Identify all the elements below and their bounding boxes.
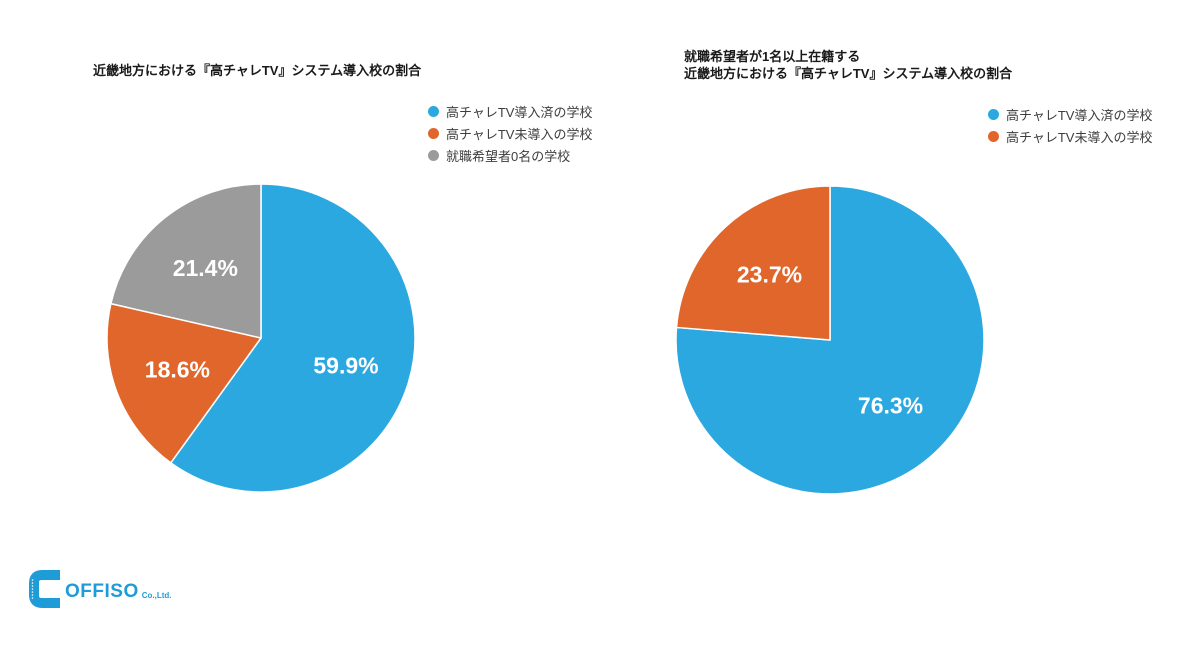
pie-slice: [675, 185, 985, 495]
legend-label: 高チャレTV未導入の学校: [446, 126, 593, 142]
pie-slice: [170, 183, 416, 493]
legend-label: 高チャレTV導入済の学校: [446, 104, 593, 120]
legend-label: 高チャレTV導入済の学校: [1006, 107, 1153, 123]
logo-suffix: Co.,Ltd.: [141, 591, 172, 600]
pie-slice-value-label: 18.6%: [145, 356, 210, 382]
legend-marker-circle: [428, 127, 439, 139]
pie-chart-right: 76.3% 23.7%: [675, 185, 985, 495]
company-logo: OFFISO Co.,Ltd.: [28, 568, 172, 610]
legend-marker-circle: [428, 105, 439, 117]
legend-item: 就職希望者0名の学校: [428, 144, 592, 166]
pie-chart-left: 59.9% 18.6% 21.4%: [106, 183, 416, 493]
legend-label: 高チャレTV未導入の学校: [1006, 129, 1153, 145]
chart-legend-left: 高チャレTV導入済の学校 高チャレTV未導入の学校 就職希望者0名の学校: [428, 100, 592, 166]
legend-item: 高チャレTV導入済の学校: [428, 100, 592, 122]
chart-legend-right: 高チャレTV導入済の学校 高チャレTV未導入の学校: [988, 103, 1152, 147]
logo-text: OFFISO: [65, 581, 139, 602]
pie-slice-value-label: 23.7%: [737, 261, 802, 287]
pie-slice: [675, 185, 831, 341]
legend-item: 高チャレTV導入済の学校: [988, 103, 1152, 125]
logo-mark-microtext-dots: [31, 579, 34, 599]
legend-label: 就職希望者0名の学校: [446, 148, 571, 164]
pie-slice-value-label: 76.3%: [858, 393, 923, 419]
legend-item: 高チャレTV未導入の学校: [428, 122, 592, 144]
pie-slice-value-label: 21.4%: [173, 255, 238, 281]
chart-title-left: 近畿地方における『高チャレTV』システム導入校の割合: [93, 63, 422, 78]
legend-item: 高チャレTV未導入の学校: [988, 125, 1152, 147]
coffiso-logo-c-mark: [29, 570, 60, 608]
legend-marker-circle: [988, 130, 999, 142]
pie-slice: [110, 183, 262, 339]
pie-slice: [106, 302, 262, 464]
pie-slice-value-label: 59.9%: [313, 352, 378, 378]
chart-title-right: 就職希望者が1名以上在籍する 近畿地方における『高チャレTV』システム導入校の割…: [684, 49, 1013, 81]
legend-marker-circle: [988, 108, 999, 120]
legend-marker-circle: [428, 149, 439, 161]
